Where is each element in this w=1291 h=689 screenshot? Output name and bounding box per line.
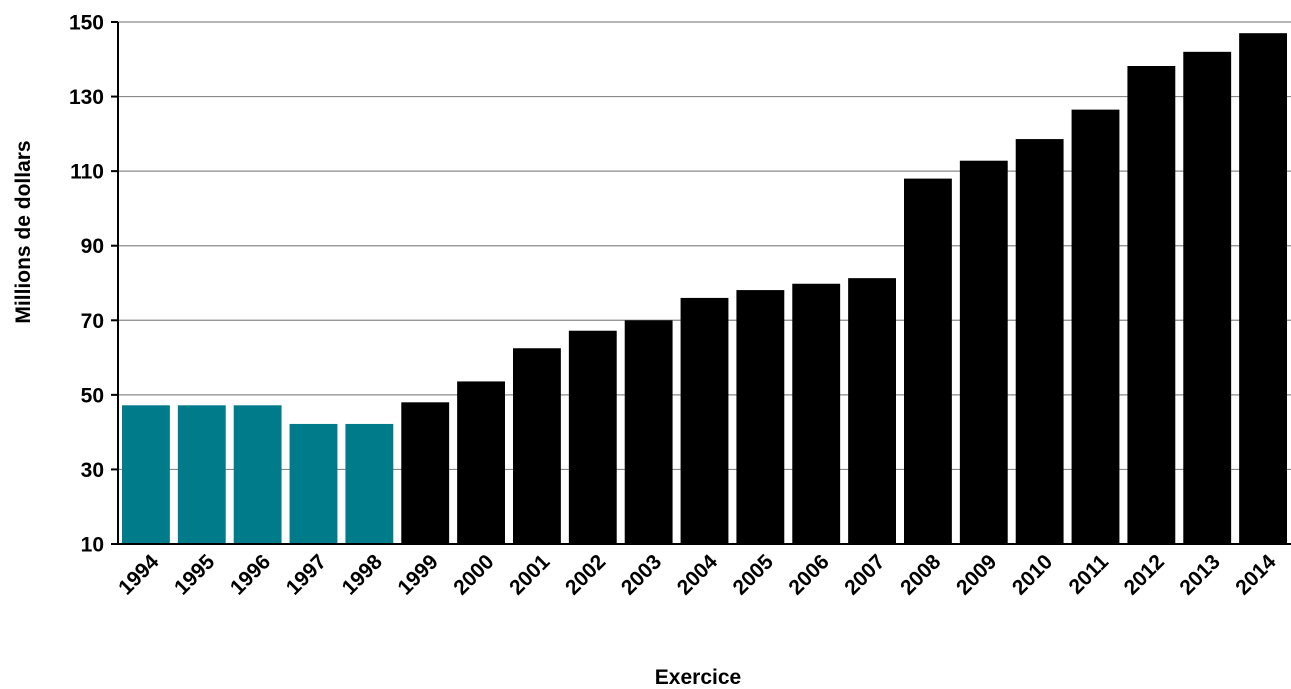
bar-2012 — [1127, 65, 1176, 545]
bar-2007 — [848, 278, 896, 544]
bar-2002 — [568, 330, 617, 544]
y-tick-label: 90 — [81, 235, 104, 258]
x-tick-label: 2008 — [896, 550, 946, 600]
y-tick-label: 50 — [81, 384, 104, 407]
bar-2003 — [624, 320, 673, 544]
x-tick-label: 2013 — [1175, 550, 1224, 599]
x-tick-label: 2010 — [1008, 550, 1057, 599]
x-tick-label: 2005 — [729, 550, 779, 600]
x-tick-label: 2000 — [449, 550, 498, 599]
x-tick-label: 1995 — [170, 550, 220, 600]
bar-2006 — [792, 283, 841, 544]
x-tick-label: 2003 — [617, 550, 666, 599]
x-tick-label: 1999 — [393, 550, 442, 599]
x-tick-label: 2011 — [1065, 550, 1114, 599]
axes — [111, 21, 1291, 545]
bars — [122, 33, 1287, 545]
bar-2001 — [513, 348, 561, 544]
y-tick-label: 30 — [81, 459, 104, 482]
y-tick-label: 70 — [81, 310, 104, 333]
x-tick-label: 2004 — [673, 550, 723, 600]
bar-2008 — [904, 178, 952, 544]
bar-2011 — [1071, 109, 1120, 544]
bar-1999 — [401, 402, 450, 544]
bar-1994 — [122, 405, 170, 544]
x-tick-label: 2001 — [505, 550, 555, 600]
bar-1998 — [345, 423, 394, 544]
x-tick-label: 1997 — [282, 550, 331, 599]
y-tick-label: 10 — [81, 534, 104, 557]
x-tick-labels: 1994 1995 1996 1997 1998 1999 2000 2001 2002 2003… — [114, 550, 1281, 600]
bar-1996 — [233, 405, 282, 544]
x-tick-label: 2006 — [784, 550, 833, 599]
bar-1995 — [177, 405, 226, 544]
bar-2005 — [736, 290, 785, 544]
bar-2000 — [457, 381, 505, 544]
y-axis-title: Millions de dollars — [12, 140, 35, 323]
x-tick-label: 2012 — [1120, 550, 1169, 599]
x-tick-label: 1996 — [226, 550, 275, 599]
x-tick-label: 1998 — [338, 550, 388, 600]
x-tick-label: 2007 — [840, 550, 889, 599]
bar-2009 — [959, 160, 1008, 544]
x-tick-label: 2002 — [561, 550, 610, 599]
x-tick-label: 1994 — [114, 550, 164, 600]
x-tick-label: 2009 — [952, 550, 1001, 599]
y-tick-labels: 10 30 50 70 90 110 130 150 — [69, 12, 104, 557]
bar-2010 — [1015, 139, 1064, 544]
y-tick-label: 110 — [70, 161, 104, 184]
y-tick-label: 130 — [69, 86, 104, 109]
bar-2013 — [1183, 51, 1232, 544]
bar-2004 — [680, 297, 729, 544]
x-axis-title: Exercice — [655, 666, 741, 689]
y-tick-label: 150 — [69, 12, 104, 35]
bar-2014 — [1239, 33, 1287, 544]
bar-1997 — [289, 423, 338, 544]
x-tick-label: 2014 — [1231, 550, 1281, 600]
